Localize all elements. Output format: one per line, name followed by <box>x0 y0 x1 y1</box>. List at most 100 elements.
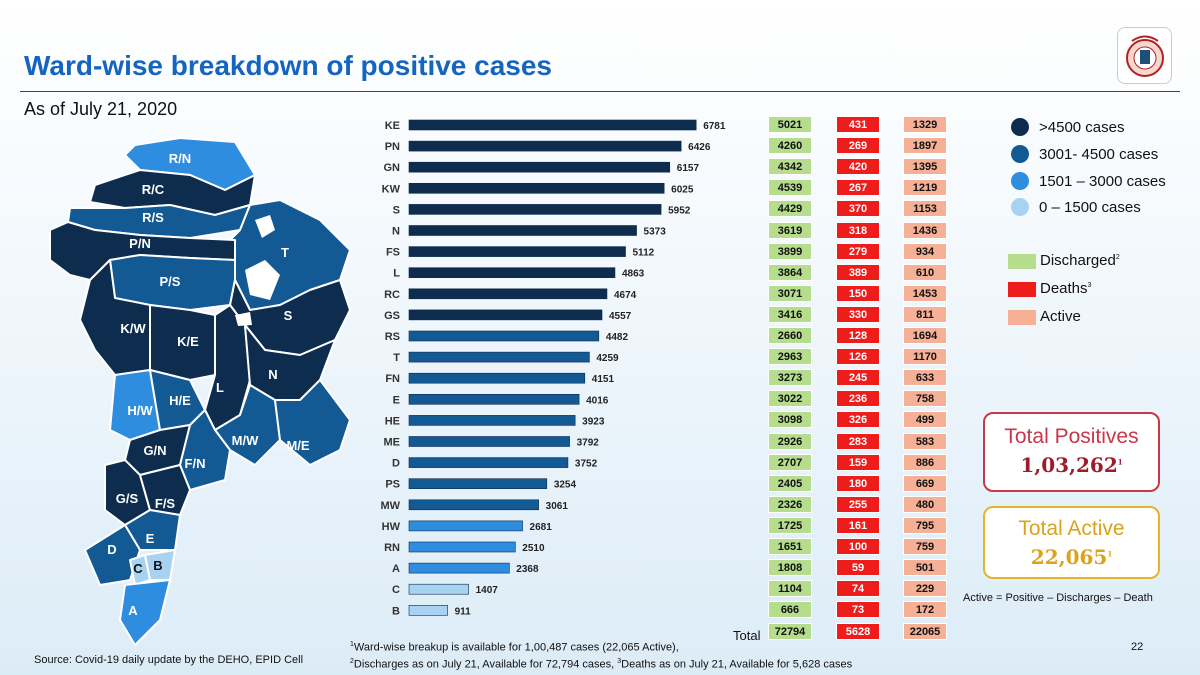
legend-swatch-3001-4500 <box>1011 145 1029 163</box>
title-divider <box>20 91 1180 92</box>
bar-category-label: B <box>392 605 400 617</box>
bar-category-label: RC <box>384 289 400 301</box>
active-cell: 499 <box>903 411 947 429</box>
legend-label-active: Active <box>1040 308 1081 325</box>
discharged-cell: 2963 <box>768 348 812 366</box>
active-cell: 610 <box>903 263 947 281</box>
bar <box>408 161 671 173</box>
bar-category-label: C <box>392 584 400 596</box>
legend-swatch-gt4500 <box>1011 118 1029 136</box>
discharged-cell: 3899 <box>768 242 812 260</box>
bar-category-label: HE <box>385 415 400 427</box>
map-label-n: N <box>268 367 277 382</box>
active-cell: 669 <box>903 474 947 492</box>
active-cell: 1329 <box>903 116 947 133</box>
bar-value-label: 5952 <box>668 205 691 216</box>
bar-value-label: 3254 <box>554 480 577 491</box>
legend-label-deaths: Deaths3 <box>1040 280 1092 297</box>
bar <box>408 583 469 595</box>
active-cell: 633 <box>903 369 947 387</box>
bar-category-label: MW <box>380 500 400 512</box>
deaths-cell: 283 <box>836 432 880 450</box>
deaths-cell: 389 <box>836 263 880 281</box>
deaths-cell: 326 <box>836 411 880 429</box>
discharged-cell: 666 <box>768 601 812 619</box>
ward-M/E <box>274 379 351 466</box>
page-title: Ward-wise breakdown of positive cases <box>24 50 553 81</box>
discharged-cell: 2405 <box>768 474 812 492</box>
bar-value-label: 2510 <box>522 543 545 554</box>
bar <box>408 204 662 215</box>
bar-value-label: 1407 <box>476 585 499 596</box>
discharged-cell: 2707 <box>768 453 812 471</box>
deaths-cell: 180 <box>836 474 880 492</box>
total-active-box: Total Active 22,0651 <box>983 506 1160 579</box>
bar <box>408 225 637 236</box>
municipal-logo <box>1117 27 1172 84</box>
active-cell: 811 <box>903 305 947 323</box>
map-label-l: L <box>216 380 224 395</box>
ward-F/S <box>139 464 191 516</box>
map-label-rs: R/S <box>142 210 164 225</box>
bar-category-label: GN <box>384 162 401 174</box>
bar-value-label: 6157 <box>677 163 700 174</box>
active-cell: 1395 <box>903 158 947 176</box>
map-label-ke: K/E <box>177 334 199 349</box>
deaths-cell: 269 <box>836 137 880 155</box>
bar-value-label: 5373 <box>644 227 667 238</box>
active-cell: 172 <box>903 601 947 619</box>
legend-label-gt4500: >4500 cases <box>1039 119 1125 136</box>
bar-category-label: GS <box>384 310 400 322</box>
bar-category-label: HW <box>382 521 401 533</box>
bar <box>408 541 516 553</box>
total-positives-box: Total Positives 1,03,2621 <box>983 412 1160 492</box>
bar-category-label: N <box>392 226 400 238</box>
bar-category-label: D <box>392 458 400 470</box>
bar <box>408 351 590 363</box>
total-discharged: 72794 <box>768 623 812 640</box>
discharged-cell: 3071 <box>768 284 812 302</box>
discharged-cell: 4342 <box>768 158 812 176</box>
discharged-cell: 4429 <box>768 200 812 218</box>
deaths-cell: 267 <box>836 179 880 197</box>
bar-category-label: RS <box>385 331 400 343</box>
bar-value-label: 3792 <box>577 438 600 449</box>
bar-category-label: S <box>393 204 400 216</box>
map-label-rn: R/N <box>169 151 191 166</box>
bar-category-label: PS <box>385 479 400 491</box>
total-positives-label: Total Positives <box>1004 425 1139 448</box>
map-label-s: S <box>284 308 293 323</box>
source-note: Source: Covid-19 daily update by the DEH… <box>34 654 304 666</box>
bar <box>408 436 570 447</box>
map-label-fs: F/S <box>155 496 176 511</box>
deaths-cell: 236 <box>836 390 880 408</box>
deaths-cell: 431 <box>836 116 880 133</box>
bar <box>408 562 510 574</box>
map-label-c: C <box>133 561 143 576</box>
footnote-1: 1Ward-wise breakup is available for 1,00… <box>350 641 679 654</box>
bar <box>408 309 603 321</box>
legend-label-discharged: Discharged2 <box>1040 252 1120 269</box>
ward-bar-chart: KE 6781 PN 6426 GN 6157 KW 6025 S 5952 N 5373 FS 5112… <box>380 119 726 617</box>
legend-swatch-1501-3000 <box>1011 172 1029 190</box>
bar-value-label: 4674 <box>614 290 637 301</box>
discharged-cell: 4260 <box>768 137 812 155</box>
bar-value-label: 4557 <box>609 311 632 322</box>
active-cell: 1153 <box>903 200 947 218</box>
legend-swatch-deaths <box>1008 282 1036 297</box>
ward-A <box>119 579 171 646</box>
total-positives-value: 1,03,2621 <box>1020 453 1123 477</box>
bar-category-label: FS <box>386 247 400 259</box>
map-label-fn: F/N <box>185 456 206 471</box>
ward-map: R/N R/C R/S P/N T P/S S K/W K/E N L H/W … <box>49 137 351 646</box>
discharged-cell: 1808 <box>768 559 812 577</box>
deaths-cell: 318 <box>836 221 880 239</box>
bar-category-label: FN <box>385 373 400 385</box>
bar <box>408 119 697 131</box>
bar-category-label: PN <box>385 141 400 153</box>
discharged-cell: 1651 <box>768 538 812 555</box>
active-cell: 1219 <box>903 179 947 197</box>
deaths-cell: 330 <box>836 305 880 323</box>
bar-value-label: 4259 <box>596 353 619 364</box>
discharged-cell: 1104 <box>768 580 812 598</box>
